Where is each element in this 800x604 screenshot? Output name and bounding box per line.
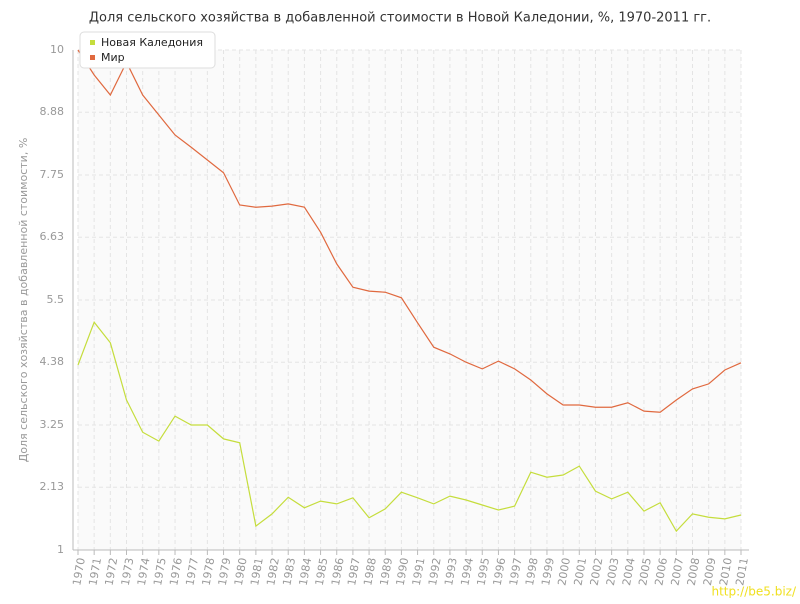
- x-tick-label: 1981: [248, 557, 266, 587]
- x-tick-label: 2004: [620, 557, 638, 587]
- watermark: http://be5.biz/: [711, 585, 796, 599]
- x-tick-label: 1988: [361, 557, 379, 587]
- x-tick-label: 1995: [475, 557, 493, 587]
- series-line: [77, 49, 742, 413]
- x-tick-label: 1999: [539, 557, 557, 587]
- x-tick-label: 1973: [119, 557, 137, 587]
- x-tick-label: 2000: [555, 557, 573, 587]
- y-tick-label: 7.75: [40, 168, 65, 181]
- x-tick-label: 1980: [232, 557, 250, 587]
- x-tick-label: 1977: [183, 557, 201, 587]
- x-tick-label: 2005: [636, 557, 654, 587]
- x-tick-label: 1987: [345, 557, 363, 587]
- x-tick-label: 1971: [86, 557, 104, 587]
- x-tick-label: 1993: [442, 557, 460, 587]
- x-tick-label: 1994: [458, 557, 476, 587]
- y-tick-label: 1: [57, 543, 64, 556]
- x-tick-label: 2009: [701, 557, 719, 587]
- legend-label: Мир: [101, 51, 125, 64]
- y-tick-label: 3.25: [40, 418, 65, 431]
- x-tick-label: 2006: [652, 557, 670, 587]
- x-tick-label: 1979: [216, 557, 234, 587]
- x-tick-label: 1982: [264, 557, 282, 587]
- y-axis-label: Доля сельского хозяйства в добавленной с…: [17, 138, 30, 463]
- x-tick-label: 1972: [103, 557, 121, 587]
- x-tick-label: 1978: [200, 557, 218, 587]
- y-tick-label: 4.38: [40, 355, 65, 368]
- y-tick-label: 5.5: [47, 293, 65, 306]
- x-tick-label: 2010: [717, 557, 735, 587]
- x-tick-label: 1976: [167, 557, 185, 587]
- x-tick-label: 2011: [733, 557, 751, 587]
- x-tick-label: 1989: [377, 557, 395, 587]
- x-tick-label: 2001: [572, 557, 590, 587]
- chart-title: Доля сельского хозяйства в добавленной с…: [89, 11, 711, 26]
- legend-swatch: [90, 40, 95, 45]
- x-tick-label: 1985: [313, 557, 331, 587]
- x-tick-label: 1975: [151, 557, 169, 587]
- y-tick-label: 8.88: [40, 105, 65, 118]
- y-tick-label: 6.63: [40, 230, 65, 243]
- x-tick-label: 1998: [523, 557, 541, 587]
- x-tick-label: 1997: [507, 557, 525, 587]
- x-tick-label: 1996: [491, 557, 509, 587]
- legend-label: Новая Каледония: [101, 36, 203, 49]
- x-tick-label: 1970: [70, 557, 88, 587]
- legend-box: [79, 31, 216, 69]
- x-tick-label: 2007: [669, 557, 687, 587]
- x-tick-label: 1974: [135, 557, 153, 587]
- x-tick-label: 1992: [426, 557, 444, 587]
- x-tick-label: 2008: [685, 557, 703, 587]
- x-tick-label: 1991: [410, 557, 428, 587]
- x-tick-label: 1986: [329, 557, 347, 587]
- legend-swatch: [90, 55, 95, 60]
- series-line: [77, 321, 742, 533]
- x-tick-label: 2003: [604, 557, 622, 587]
- x-tick-label: 1990: [394, 557, 412, 587]
- x-tick-label: 1983: [280, 557, 298, 587]
- x-tick-label: 1984: [297, 557, 315, 587]
- y-tick-label: 2.13: [40, 480, 65, 493]
- x-tick-label: 2002: [588, 557, 606, 587]
- legend: Новая Каледония Мир: [79, 31, 216, 69]
- y-tick-label: 10: [50, 43, 64, 56]
